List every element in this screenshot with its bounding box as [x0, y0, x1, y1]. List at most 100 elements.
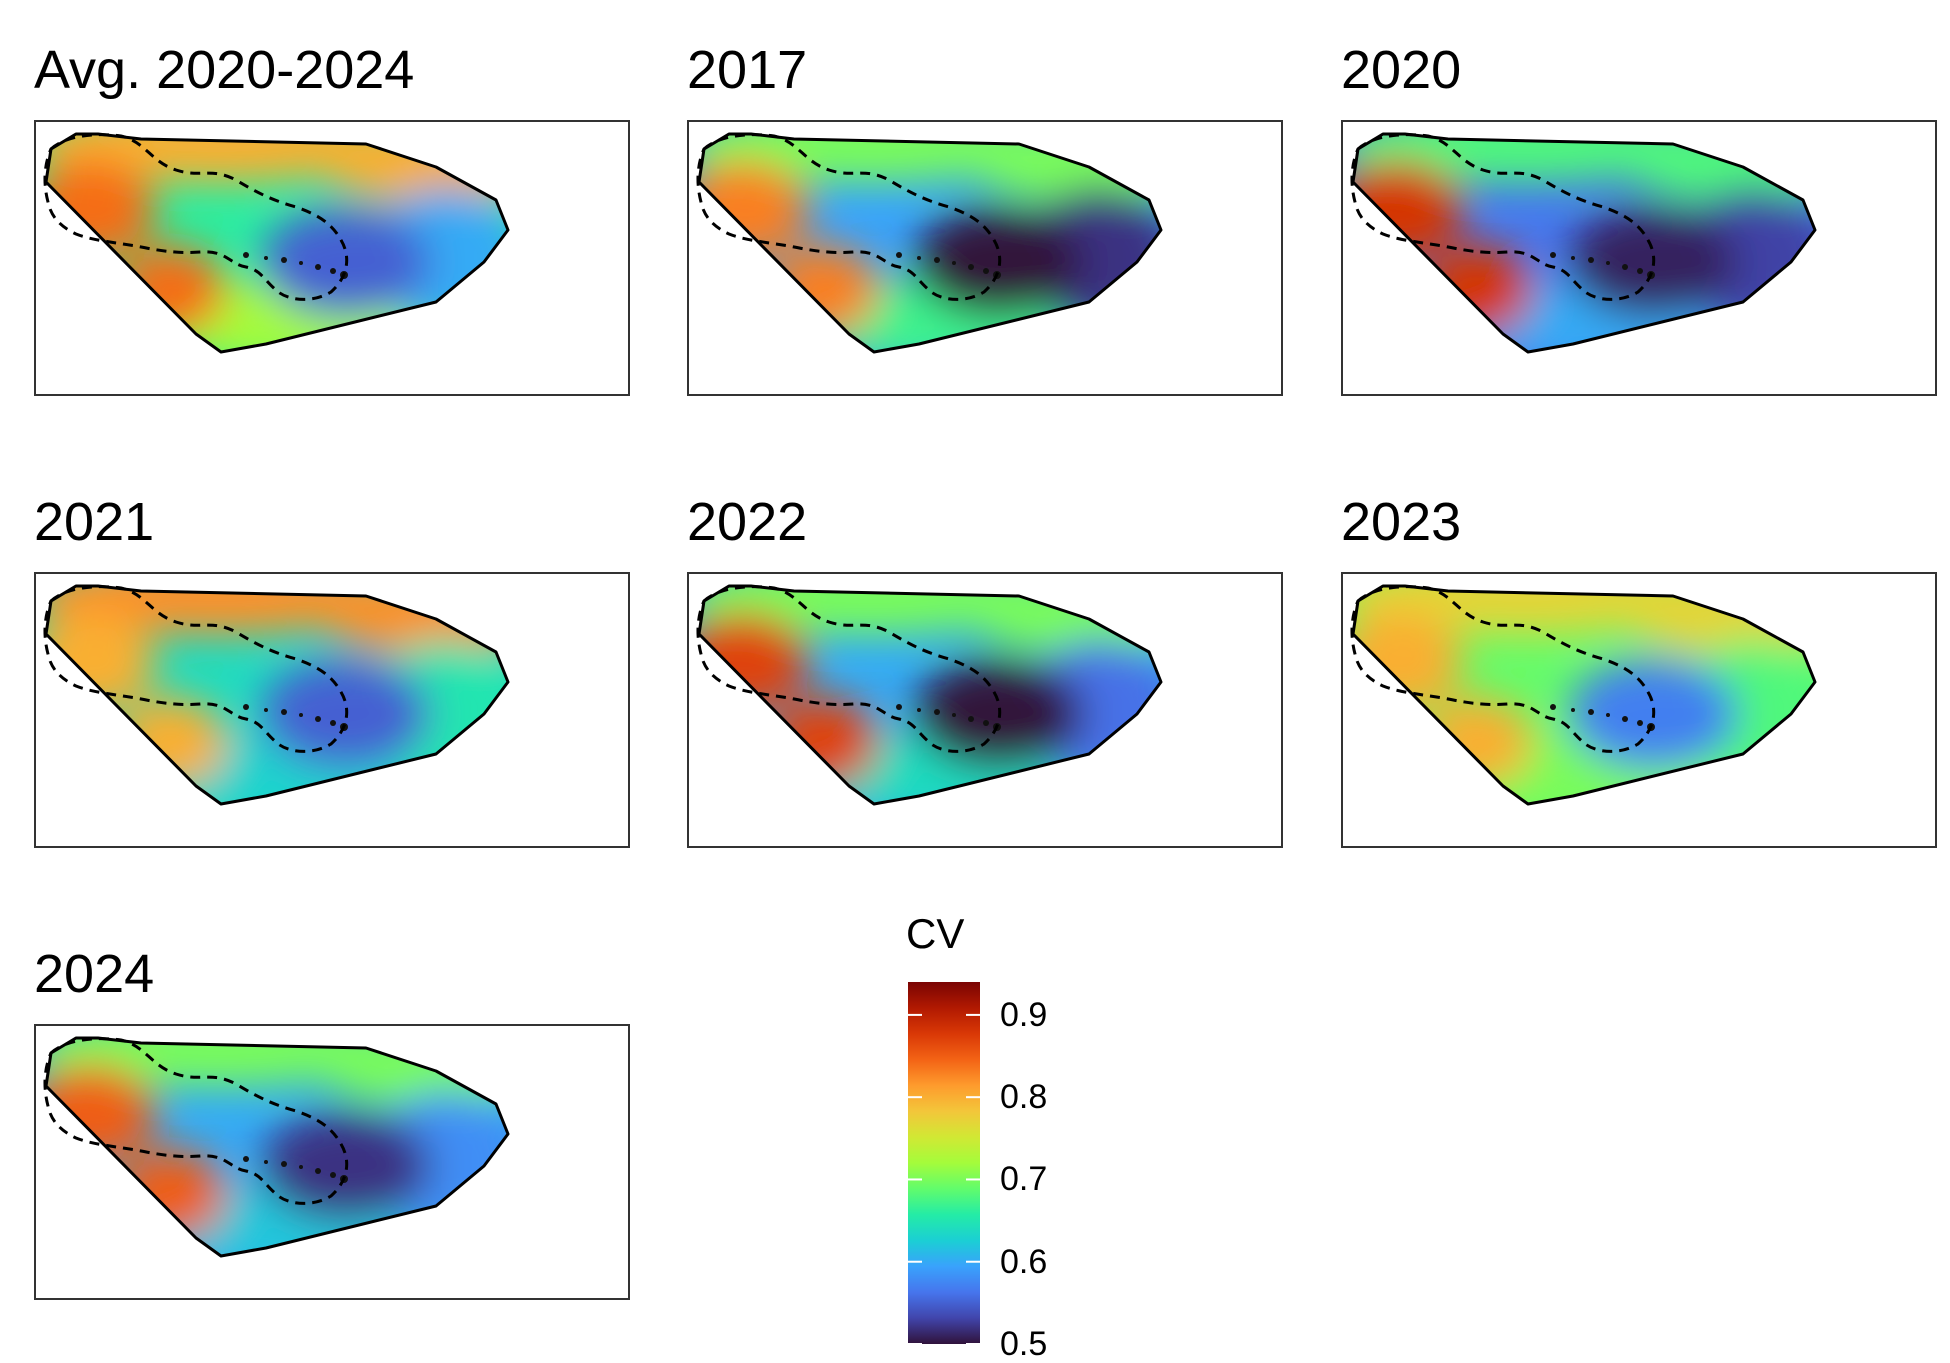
cv-field-blob — [769, 697, 879, 787]
cv-field-blob — [116, 245, 226, 335]
colorbar-gradient — [908, 982, 980, 1344]
map-frame — [34, 572, 630, 848]
dashed-zone-boundary — [43, 1037, 349, 1205]
island-shape — [1637, 720, 1643, 726]
cv-map — [1350, 584, 1817, 806]
island-shape — [299, 261, 303, 265]
map-panel: 2024 — [34, 944, 634, 1314]
panel-title: Avg. 2020-2024 — [34, 40, 415, 100]
island-shape — [1550, 704, 1556, 710]
cv-field-blob — [1353, 586, 1713, 634]
panel-title: 2017 — [687, 40, 808, 100]
panel-title: 2024 — [34, 944, 155, 1004]
island-shape — [264, 1160, 268, 1164]
panel-title: 2022 — [687, 492, 808, 552]
map-frame — [1341, 572, 1937, 848]
region-boundary — [44, 584, 510, 806]
colorbar-tick-label: 0.8 — [1000, 1078, 1048, 1117]
cv-map — [696, 132, 1163, 354]
island-shape — [917, 708, 921, 712]
island-shape — [281, 257, 287, 263]
island-shape — [952, 261, 956, 265]
map-frame — [1341, 120, 1937, 396]
island-shape — [264, 256, 268, 260]
colorbar-tick-label: 0.6 — [1000, 1242, 1048, 1281]
island-shape — [896, 704, 902, 710]
island-shape — [281, 1161, 287, 1167]
colorbar-tick-label: 0.5 — [1000, 1325, 1048, 1363]
island-shape — [1606, 713, 1610, 717]
island-shape — [330, 1172, 336, 1178]
island-shape — [264, 708, 268, 712]
island-shape — [934, 257, 940, 263]
island-shape — [243, 252, 249, 258]
cv-field-blob — [1423, 245, 1533, 335]
island-shape — [299, 1165, 303, 1169]
cv-field-blob — [116, 697, 226, 787]
island-shape — [243, 704, 249, 710]
island-shape — [299, 713, 303, 717]
colorbar — [908, 982, 980, 1344]
cv-map — [43, 584, 510, 806]
region-boundary — [1351, 584, 1817, 806]
region-boundary — [44, 132, 510, 354]
island-shape — [1606, 261, 1610, 265]
island-shape — [1571, 708, 1575, 712]
island-shape — [968, 716, 974, 722]
island-shape — [934, 709, 940, 715]
island-shape — [243, 1156, 249, 1162]
dashed-zone-boundary — [1350, 585, 1656, 753]
dashed-zone-boundary — [43, 585, 349, 753]
cv-field-blob — [1353, 134, 1713, 182]
map-panel: 2021 — [34, 492, 634, 862]
island-shape — [330, 268, 336, 274]
cv-field-blob — [46, 1038, 406, 1086]
island-shape — [983, 720, 989, 726]
cv-field-blob — [116, 1149, 226, 1239]
panel-title: 2020 — [1341, 40, 1462, 100]
cv-field-blob — [46, 586, 406, 634]
region-boundary — [697, 584, 1163, 806]
island-shape — [315, 716, 321, 722]
map-panel: Avg. 2020-2024 — [34, 40, 634, 410]
island-shape — [1622, 716, 1628, 722]
island-shape — [315, 264, 321, 270]
dashed-zone-boundary — [43, 133, 349, 301]
island-shape — [1637, 268, 1643, 274]
panel-title: 2023 — [1341, 492, 1462, 552]
colorbar-legend: CV 0.5 0.6 0.7 0.8 0.9 — [900, 910, 1120, 1361]
dashed-zone-boundary — [696, 133, 1002, 301]
map-frame — [687, 572, 1283, 848]
map-frame — [34, 1024, 630, 1300]
cv-field-blob — [699, 134, 1059, 182]
region-boundary — [44, 1036, 510, 1258]
cv-field-blob — [699, 586, 1059, 634]
island-shape — [281, 709, 287, 715]
region-boundary — [1351, 132, 1817, 354]
colorbar-title: CV — [906, 910, 965, 957]
island-shape — [1550, 252, 1556, 258]
cv-map — [696, 584, 1163, 806]
cv-map — [1350, 132, 1817, 354]
cv-map — [43, 132, 510, 354]
island-shape — [1588, 257, 1594, 263]
island-shape — [896, 252, 902, 258]
colorbar-tick-label: 0.9 — [1000, 995, 1048, 1034]
cv-field-blob — [1423, 697, 1533, 787]
map-panel: 2017 — [687, 40, 1287, 410]
region-boundary — [697, 132, 1163, 354]
cv-field-blob — [46, 134, 406, 182]
island-shape — [1571, 256, 1575, 260]
map-panel: 2020 — [1341, 40, 1941, 410]
dashed-zone-boundary — [1350, 133, 1656, 301]
island-shape — [330, 720, 336, 726]
island-shape — [315, 1168, 321, 1174]
map-panel: 2022 — [687, 492, 1287, 862]
map-frame — [34, 120, 630, 396]
map-frame — [687, 120, 1283, 396]
panel-title: 2021 — [34, 492, 155, 552]
island-shape — [968, 264, 974, 270]
island-shape — [983, 268, 989, 274]
island-shape — [952, 713, 956, 717]
colorbar-tick-label: 0.7 — [1000, 1160, 1048, 1199]
